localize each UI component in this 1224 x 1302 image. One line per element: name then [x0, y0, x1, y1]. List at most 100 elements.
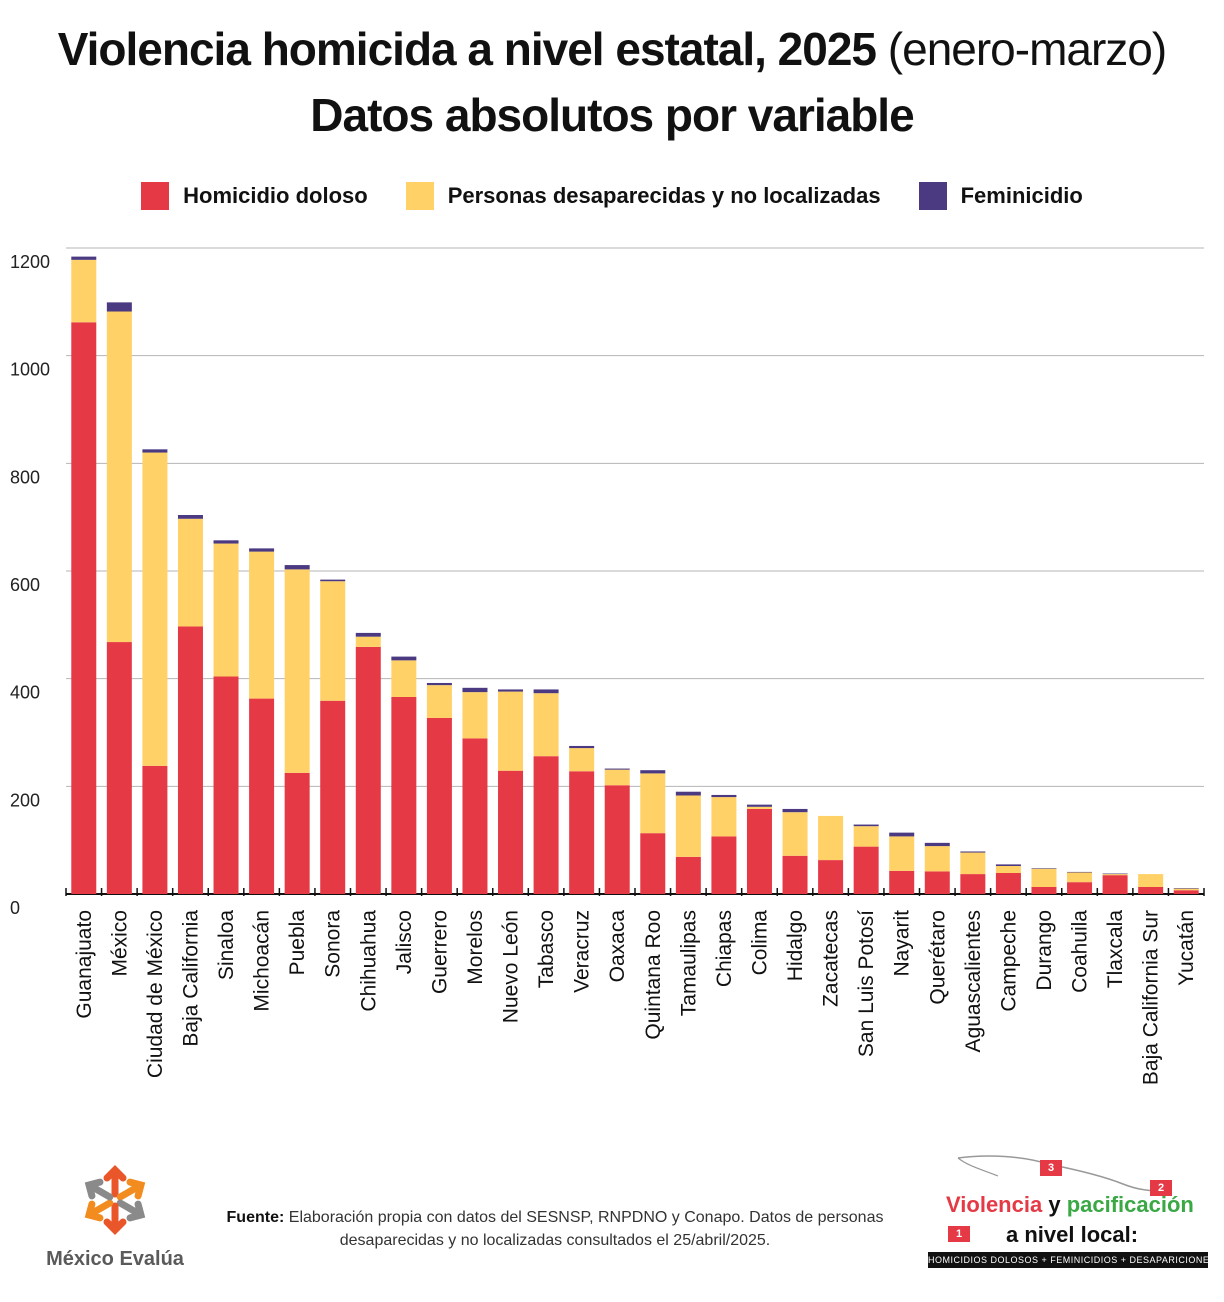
bar-desaparecidas: [1138, 874, 1164, 888]
x-tick-label: Zacatecas: [820, 910, 843, 1007]
bar-homicidio: [355, 646, 381, 894]
bar-feminicidio: [1067, 871, 1093, 873]
y-tick-label: 0: [10, 898, 20, 918]
logo-title-line2: a nivel local:: [1006, 1222, 1139, 1247]
bar-homicidio: [249, 698, 275, 894]
bar-desaparecidas: [533, 693, 559, 757]
chart-legend: Homicidio doloso Personas desaparecidas …: [0, 182, 1224, 210]
source-note: Fuente: Elaboración propia con datos del…: [210, 1206, 900, 1252]
x-tick-label: Tabasco: [535, 910, 558, 988]
x-tick-label: Guanajuato: [73, 910, 96, 1019]
bar-homicidio: [960, 874, 986, 894]
bar-desaparecidas: [426, 685, 452, 718]
bar-homicidio: [1102, 875, 1128, 894]
bar-homicidio: [177, 626, 203, 894]
logo-word-pacificacion: pacificación: [1066, 1192, 1194, 1217]
x-tick-label: Veracruz: [571, 910, 594, 993]
x-tick-label: Hidalgo: [784, 910, 807, 981]
bar-desaparecidas: [853, 826, 879, 847]
legend-item-desaparecidas: Personas desaparecidas y no localizadas: [405, 182, 881, 210]
bar-feminicidio: [177, 515, 203, 519]
bar-desaparecidas: [640, 773, 666, 834]
legend-swatch-homicidio: [141, 182, 170, 210]
x-tick-label: Sinaloa: [215, 910, 238, 980]
bar-desaparecidas: [391, 660, 417, 697]
bar-homicidio: [818, 860, 844, 894]
legend-swatch-desaparecidas: [405, 182, 434, 210]
bar-feminicidio: [249, 548, 275, 552]
x-tick-label: Puebla: [286, 910, 309, 976]
bar-feminicidio: [391, 656, 417, 661]
mexico-map-icon: [957, 1155, 1169, 1192]
bar-homicidio: [1067, 882, 1093, 894]
bar-feminicidio: [355, 632, 381, 637]
bar-homicidio: [106, 642, 132, 894]
bar-feminicidio: [782, 808, 808, 813]
bar-feminicidio: [1173, 888, 1199, 889]
bar-homicidio: [569, 771, 595, 894]
legend-swatch-feminicidio: [918, 182, 947, 210]
bar-feminicidio: [1031, 868, 1057, 869]
title-period: (enero-marzo): [887, 23, 1167, 75]
bar-desaparecidas: [106, 311, 132, 643]
bar-feminicidio: [106, 302, 132, 312]
bar-desaparecidas: [213, 543, 239, 677]
bar-desaparecidas: [711, 797, 737, 837]
y-tick-label: 200: [10, 790, 40, 810]
logo-title-line1: Violencia y pacificación: [946, 1192, 1194, 1218]
bar-homicidio: [426, 717, 452, 894]
bar-feminicidio: [284, 565, 310, 570]
x-tick-label: Colima: [748, 910, 771, 976]
bar-feminicidio: [462, 687, 488, 693]
bar-feminicidio: [569, 745, 595, 749]
x-tick-label: Oaxaca: [606, 910, 629, 983]
bar-homicidio: [142, 765, 168, 894]
x-tick-label: Nuevo León: [500, 910, 523, 1023]
bar-homicidio: [533, 756, 559, 894]
logo-bar: HOMICIDIOS DOLOSOS + FEMINICIDIOS + DESA…: [928, 1252, 1215, 1268]
bar-homicidio: [924, 871, 950, 894]
bar-desaparecidas: [1067, 872, 1093, 883]
bar-desaparecidas: [604, 769, 630, 786]
bar-homicidio: [498, 770, 524, 894]
bar-feminicidio: [675, 791, 701, 796]
page-title: Violencia homicida a nivel estatal, 2025…: [0, 22, 1224, 76]
badge-3: 3: [1040, 1160, 1062, 1176]
x-tick-label: Chiapas: [713, 910, 736, 987]
bar-homicidio: [782, 855, 808, 894]
x-tick-label: Michoacán: [251, 910, 274, 1012]
violencia-pacificacion-logo: 3 2 1 Violencia y pacificación a nivel l…: [928, 1150, 1215, 1272]
bar-feminicidio: [960, 851, 986, 853]
bar-desaparecidas: [746, 806, 772, 809]
x-tick-label: Aguascalientes: [962, 910, 985, 1052]
bar-homicidio: [853, 846, 879, 894]
legend-label-homicidio: Homicidio doloso: [183, 183, 368, 208]
legend-item-homicidio: Homicidio doloso: [141, 182, 368, 210]
badge-2: 2: [1150, 1180, 1172, 1196]
source-label: Fuente:: [226, 1209, 285, 1226]
bar-feminicidio: [604, 768, 630, 770]
x-tick-label: San Luis Potosí: [855, 910, 878, 1057]
x-tick-label: Jalisco: [393, 910, 416, 974]
x-tick-label: Sonora: [322, 910, 345, 978]
x-tick-label: Quintana Roo: [642, 910, 665, 1040]
bar-feminicidio: [640, 770, 666, 774]
x-tick-label: Coahuila: [1069, 910, 1092, 993]
y-tick-label: 1000: [10, 360, 50, 380]
bar-homicidio: [675, 856, 701, 894]
bar-homicidio: [71, 322, 97, 894]
bar-desaparecidas: [177, 518, 203, 627]
bar-desaparecidas: [782, 812, 808, 856]
bar-homicidio: [640, 833, 666, 894]
bar-feminicidio: [213, 540, 239, 544]
x-tick-label: Ciudad de México: [144, 910, 167, 1078]
x-tick-label: Baja California: [179, 910, 202, 1047]
x-tick-label: Chihuahua: [357, 910, 380, 1012]
bar-desaparecidas: [818, 815, 844, 861]
bar-desaparecidas: [284, 569, 310, 773]
title-main: Violencia homicida a nivel estatal, 2025: [57, 23, 877, 75]
bar-feminicidio: [889, 832, 915, 837]
x-tick-label: México: [108, 910, 131, 977]
bar-homicidio: [889, 870, 915, 894]
x-tick-label: Guerrero: [428, 910, 451, 994]
